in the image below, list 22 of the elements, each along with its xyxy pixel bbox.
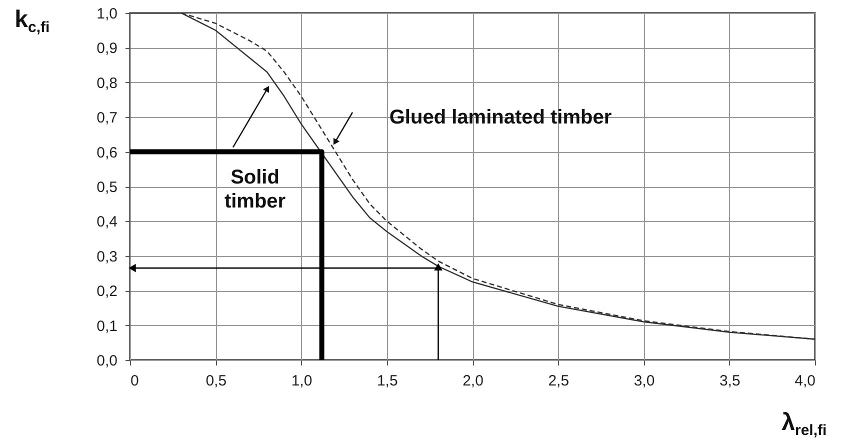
x-tick-label: 3,0: [634, 372, 655, 390]
annotation: Solid timber: [224, 166, 286, 212]
x-tick-label: 0: [130, 372, 139, 390]
y-tick-label: 0,5: [96, 179, 118, 196]
annotation: Glued laminated timber: [389, 106, 612, 128]
x-tick-label: 0,5: [206, 372, 227, 390]
y-tick-label: 0,2: [96, 283, 118, 300]
y-tick-label: 0,7: [96, 110, 118, 127]
y-tick-label: 0,4: [96, 214, 118, 231]
x-tick-label: 4,0: [794, 372, 816, 390]
y-tick-label: 0,8: [96, 74, 118, 92]
y-tick-label: 0,6: [96, 144, 118, 162]
x-tick-label: 3,5: [719, 372, 740, 390]
y-tick-label: 0,1: [96, 318, 118, 335]
y-tick-label: 0,0: [96, 352, 118, 370]
x-tick-label: 1,5: [376, 372, 398, 390]
y-tick-label: 0,9: [96, 40, 118, 58]
x-tick-label: 1,0: [291, 372, 312, 390]
y-tick-label: 1,0: [96, 6, 118, 22]
y-tick-label: 0,3: [96, 248, 118, 266]
x-tick-label: 2,0: [462, 372, 484, 390]
x-tick-label: 2,5: [548, 372, 570, 390]
